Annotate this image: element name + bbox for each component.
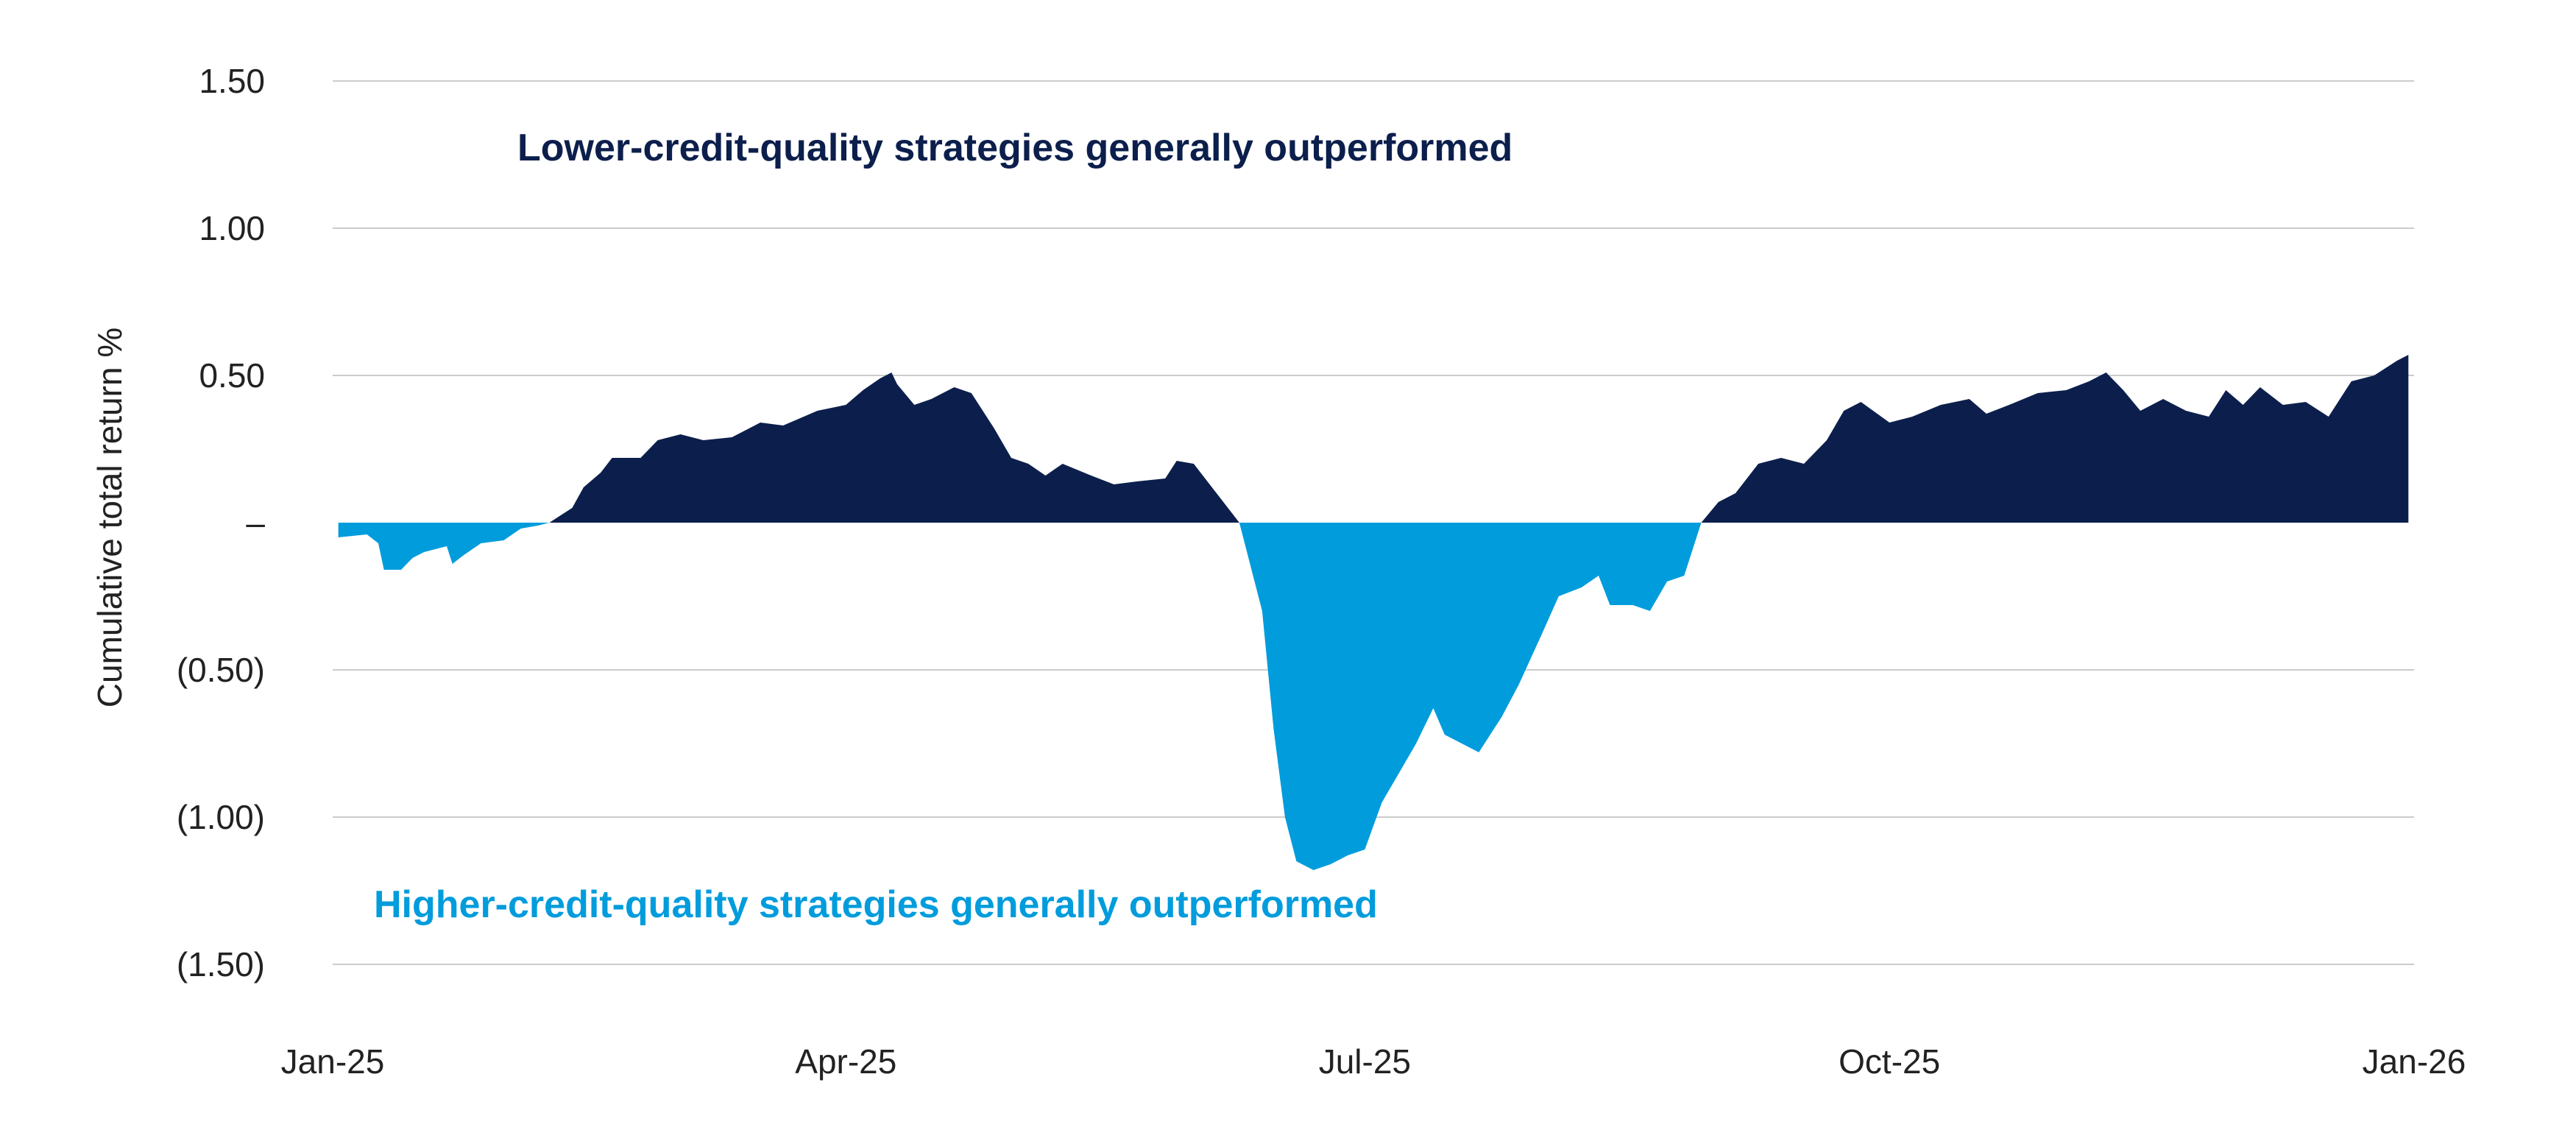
x-axis-ticks: Jan-25 Apr-25 Jul-25 Oct-25 Jan-26 xyxy=(281,1042,2466,1081)
y-axis-label: Cumulative total return % xyxy=(91,328,129,707)
x-tick-label: Jan-25 xyxy=(281,1042,385,1081)
y-tick-label: (0.50) xyxy=(177,651,265,689)
y-tick-label: 0.50 xyxy=(199,356,265,395)
y-tick-label: – xyxy=(246,504,265,542)
positive-area xyxy=(338,355,2409,523)
y-axis-ticks: 1.50 1.00 0.50 – (0.50) (1.00) (1.50) xyxy=(177,62,266,983)
x-tick-label: Jul-25 xyxy=(1319,1042,1411,1081)
y-tick-label: 1.00 xyxy=(199,209,265,247)
x-tick-label: Apr-25 xyxy=(795,1042,896,1081)
area-series xyxy=(338,355,2409,870)
y-tick-label: (1.00) xyxy=(177,798,265,836)
y-tick-label: 1.50 xyxy=(199,62,265,100)
y-tick-label: (1.50) xyxy=(177,945,265,983)
annotation-higher-credit: Higher-credit-quality strategies general… xyxy=(374,883,1378,926)
negative-area xyxy=(338,523,2409,870)
annotation-lower-credit: Lower-credit-quality strategies generall… xyxy=(517,127,1512,169)
x-tick-label: Jan-26 xyxy=(2363,1042,2466,1081)
x-tick-label: Oct-25 xyxy=(1839,1042,1940,1081)
